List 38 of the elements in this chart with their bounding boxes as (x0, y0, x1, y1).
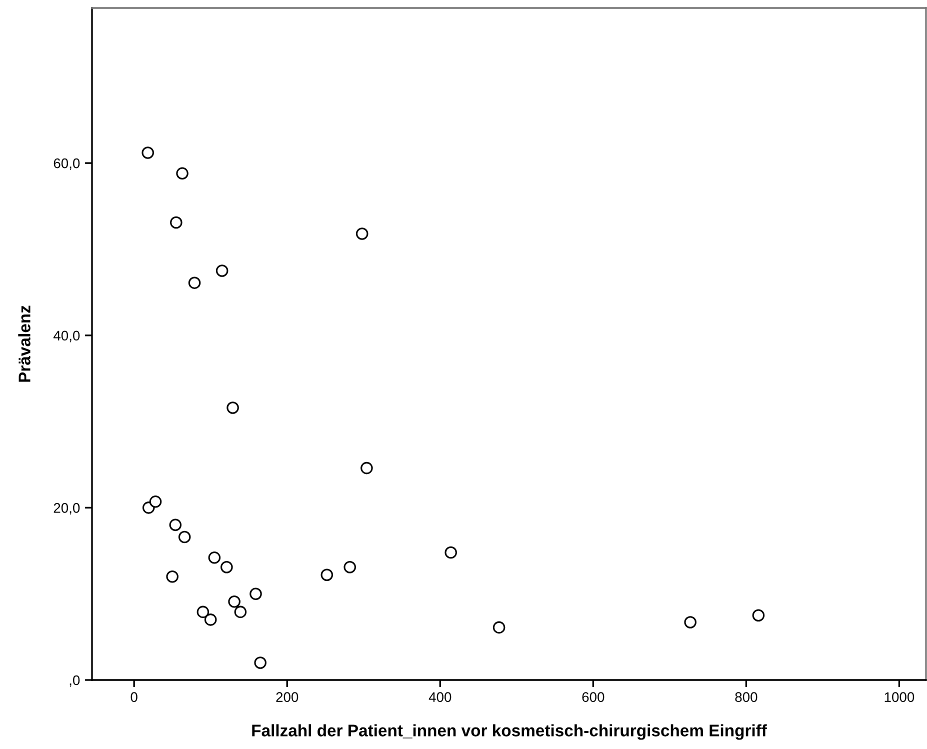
point (204, 614, 217, 626)
point (492, 621, 506, 634)
point (320, 568, 334, 582)
point (166, 570, 178, 583)
point (254, 656, 266, 669)
point (142, 146, 154, 159)
x-tick-label: 200 (276, 692, 298, 702)
y-axis-title: Prävalenz (18, 306, 30, 382)
x-tick-label: 1000 (884, 692, 914, 702)
point (178, 530, 191, 544)
x-tick-label: 600 (582, 692, 604, 702)
point (444, 546, 457, 559)
point (208, 552, 221, 564)
point (216, 264, 228, 277)
y-tick-label: 40,0 (53, 330, 80, 342)
point (356, 228, 368, 240)
point (176, 167, 188, 180)
y-tick-label: 60,0 (54, 158, 80, 170)
point (220, 560, 233, 574)
point (234, 606, 247, 618)
point (360, 462, 373, 474)
x-tick-label: 400 (428, 692, 452, 702)
x-tick-label: 800 (735, 692, 758, 702)
point (228, 595, 240, 608)
point (188, 276, 201, 289)
point (250, 588, 262, 600)
point (149, 496, 162, 508)
y-tick-label: 20,0 (54, 503, 80, 514)
y-tick-label: ,0 (70, 675, 80, 687)
point (752, 609, 765, 622)
point (684, 616, 696, 628)
x-axis-title: Fallzahl der Patient_innen vor kosmetisch-chirurgischem Eingriff (252, 724, 767, 740)
point (169, 518, 182, 532)
point (196, 606, 210, 618)
point (226, 402, 239, 414)
x-tick-label: 0 (130, 692, 138, 702)
point (170, 216, 182, 229)
point (344, 560, 356, 574)
